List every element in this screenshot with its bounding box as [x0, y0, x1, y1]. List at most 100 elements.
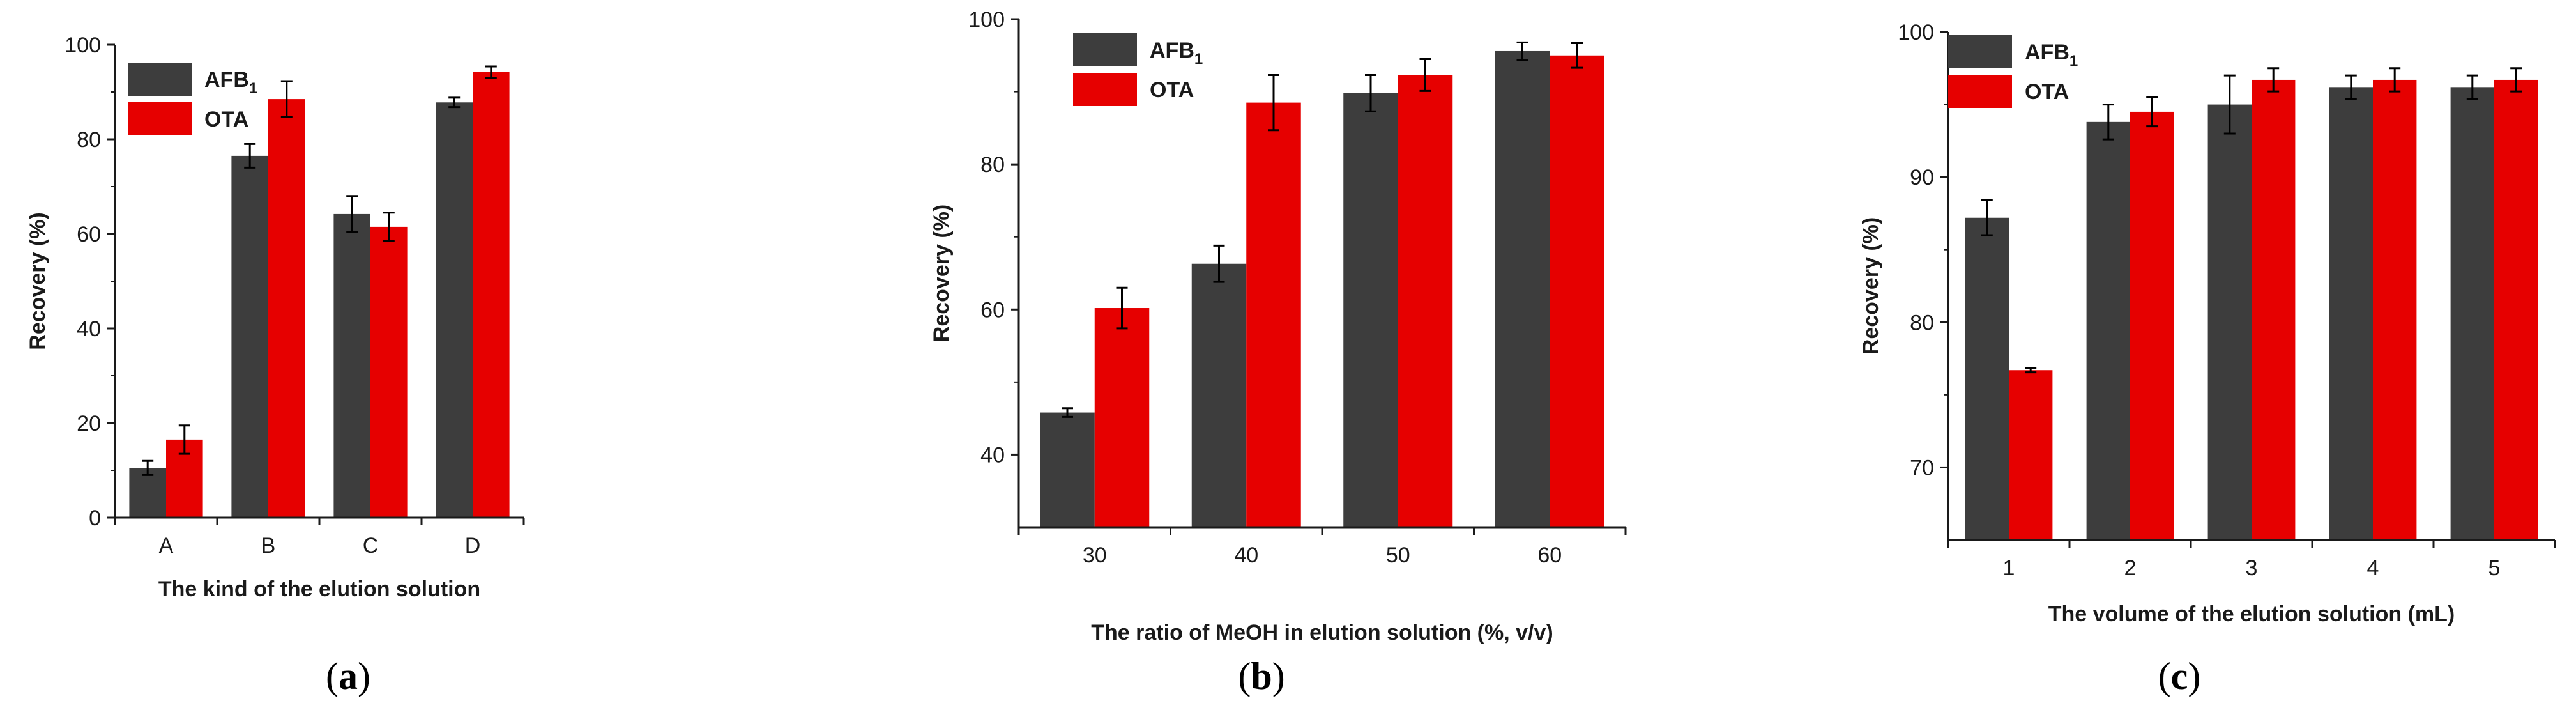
panel-label: (b) — [1238, 655, 1284, 697]
x-tick-label: D — [465, 534, 481, 558]
bar-ota-5 — [2494, 79, 2538, 540]
y-tick-label: 80 — [1910, 311, 1934, 335]
legend-swatch-afb — [128, 63, 192, 96]
bar-ota-30 — [1094, 308, 1150, 527]
error-bar-afb1-50 — [1365, 73, 1376, 112]
x-tick-label: 4 — [2367, 556, 2379, 580]
bar-ota-50 — [1398, 75, 1453, 527]
y-tick-label: 100 — [968, 8, 1005, 32]
x-tick-label: 30 — [1083, 543, 1107, 567]
y-tick-label: 70 — [1910, 456, 1934, 480]
bar-afb1-30 — [1040, 412, 1095, 527]
legend-swatch-afb — [1948, 35, 2012, 68]
error-bar-afb1-4 — [2345, 74, 2357, 100]
bar-ota-d — [473, 72, 510, 518]
legend-label-ota: OTA — [204, 107, 248, 132]
x-tick-label: 40 — [1234, 543, 1258, 567]
y-tick-label: 40 — [77, 317, 101, 341]
bar-ota-60 — [1550, 55, 1604, 528]
error-bar-afb1-1 — [1981, 199, 1993, 236]
bar-afb1-2 — [2086, 121, 2130, 541]
y-tick-label: 80 — [980, 153, 1005, 177]
legend: AFB1 OTA — [1073, 33, 1203, 106]
y-axis-title: Recovery (%) — [1859, 217, 1883, 355]
legend-swatch-afb — [1073, 33, 1137, 66]
error-bar-ota-1 — [2025, 367, 2037, 374]
x-tick-label: 5 — [2488, 556, 2501, 580]
bar-afb1-1 — [1965, 217, 2009, 540]
bar-ota-40 — [1246, 102, 1301, 527]
y-tick-label: 20 — [77, 412, 101, 436]
bar-afb1-50 — [1343, 93, 1398, 528]
chart-panel-c: 70 80 90 100 1 2 3 4 5 Recovery (%) The volume of … — [1859, 20, 2556, 697]
error-bar-ota-3 — [2267, 67, 2280, 93]
x-tick-label: B — [261, 534, 276, 558]
y-tick-label: 60 — [77, 222, 101, 247]
error-bar-afb1-2 — [2102, 104, 2114, 141]
bar-ota-c — [370, 226, 408, 518]
bar-afb1-c — [333, 213, 370, 518]
legend-swatch-ota — [128, 102, 192, 135]
error-bar-ota-4 — [2389, 67, 2401, 93]
error-bar-afb1-3 — [2223, 74, 2236, 135]
y-tick-label: 100 — [65, 33, 101, 58]
bar-ota-2 — [2130, 111, 2174, 540]
error-bar-ota-5 — [2510, 67, 2522, 93]
bar-afb1-a — [129, 468, 166, 518]
x-tick-label: 2 — [2124, 556, 2137, 580]
y-tick-label: 60 — [980, 298, 1005, 322]
panel-label: (c) — [2158, 655, 2201, 697]
y-tick-label: 100 — [1898, 20, 1934, 45]
x-axis-title: The volume of the elution solution (mL) — [2048, 602, 2455, 626]
bar-afb1-b — [231, 155, 268, 518]
x-tick-label: 60 — [1537, 543, 1562, 567]
y-tick-label: 80 — [77, 128, 101, 152]
error-bar-ota-60 — [1571, 42, 1583, 69]
error-bar-afb1-b — [244, 143, 256, 169]
error-bar-afb1-5 — [2466, 74, 2478, 100]
error-bar-afb1-30 — [1062, 407, 1073, 418]
error-bar-ota-b — [280, 80, 293, 118]
error-bar-afb1-60 — [1516, 41, 1528, 61]
legend-label-ota: OTA — [1150, 78, 1194, 102]
legend: AFB1 OTA — [128, 63, 257, 135]
bar-ota-b — [268, 99, 305, 518]
x-tick-label: C — [363, 534, 379, 558]
chart-panel-a: 0 20 40 60 80 100 A B C D Recovery (%) The kind of … — [26, 33, 525, 697]
y-tick-label: 0 — [89, 506, 101, 530]
error-bar-ota-50 — [1419, 58, 1431, 92]
x-tick-label: 50 — [1386, 543, 1410, 567]
x-tick-label: 1 — [2003, 556, 2015, 580]
bar-afb1-4 — [2329, 87, 2373, 541]
y-tick-label: 40 — [980, 443, 1005, 467]
error-bar-afb1-40 — [1213, 244, 1225, 283]
bar-ota-4 — [2373, 79, 2417, 540]
bar-ota-3 — [2252, 79, 2296, 540]
error-bar-ota-a — [178, 424, 190, 455]
legend-label-afb: AFB1 — [2025, 40, 2078, 70]
error-bar-ota-2 — [2146, 96, 2158, 128]
bar-afb1-3 — [2207, 104, 2252, 541]
bar-afb1-40 — [1191, 263, 1247, 527]
error-bar-afb1-c — [346, 195, 358, 233]
x-axis-title: The ratio of MeOH in elution solution (%… — [1091, 621, 1553, 645]
legend-swatch-ota — [1948, 75, 2012, 108]
bar-ota-1 — [2009, 370, 2053, 540]
error-bar-ota-30 — [1116, 286, 1128, 330]
x-tick-label: A — [159, 534, 174, 558]
bar-afb1-d — [436, 102, 473, 518]
panel-label: (a) — [326, 655, 370, 697]
legend-swatch-ota — [1073, 73, 1137, 106]
x-axis-title: The kind of the elution solution — [158, 577, 480, 601]
y-axis-title: Recovery (%) — [26, 212, 50, 350]
error-bar-afb1-a — [142, 459, 154, 476]
legend-label-ota: OTA — [2025, 80, 2069, 104]
error-bar-afb1-d — [448, 96, 461, 109]
x-tick-label: 3 — [2246, 556, 2258, 580]
legend: AFB1 OTA — [1948, 35, 2078, 108]
error-bar-ota-d — [485, 65, 497, 79]
error-bar-ota-c — [383, 212, 395, 242]
legend-label-afb: AFB1 — [1150, 38, 1203, 68]
y-tick-label: 90 — [1910, 166, 1934, 190]
